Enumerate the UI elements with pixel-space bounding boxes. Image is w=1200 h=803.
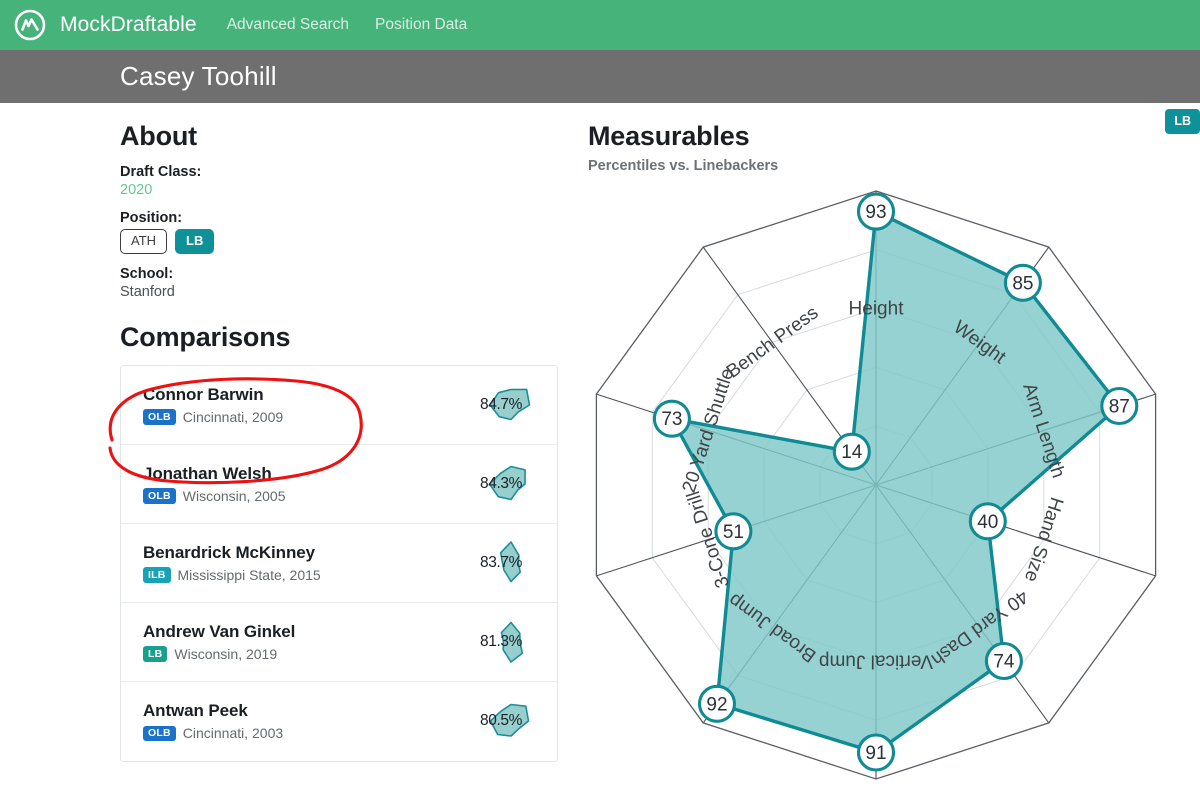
comparison-position-badge[interactable]: LB xyxy=(143,646,168,662)
nav-link-position-data[interactable]: Position Data xyxy=(375,16,468,33)
radar-value-label: 87 xyxy=(1109,397,1130,418)
school-label: School: xyxy=(120,265,174,282)
radar-value-marker[interactable] xyxy=(697,684,737,723)
comparison-mini-radar: 80.5% xyxy=(469,693,543,749)
comparison-mini-radar: 81.3% xyxy=(469,614,543,670)
comparison-info: Benardrick McKinney ILB Mississippi State,… xyxy=(143,543,321,583)
comparison-meta: LB Wisconsin, 2019 xyxy=(143,646,295,662)
position-pill-group: ATH LB xyxy=(120,229,580,254)
player-header: Casey Toohill LB xyxy=(0,50,1200,134)
page-title: Casey Toohill xyxy=(120,61,277,91)
radar-value-marker[interactable] xyxy=(832,432,871,471)
radar-value-label: 92 xyxy=(706,694,727,715)
measurables-subtitle: Percentiles vs. Linebackers xyxy=(588,158,779,174)
radar-value-marker[interactable] xyxy=(1100,386,1139,426)
comparison-similarity-percent: 84.7% xyxy=(480,395,522,413)
comparisons-list: Connor Barwin OLB Cincinnati, 2009 84.7% Jon… xyxy=(120,364,558,762)
comparisons-heading: Comparisons xyxy=(120,321,291,352)
comparison-position-badge[interactable]: OLB xyxy=(143,409,176,425)
comparison-player-name[interactable]: Andrew Van Ginkel xyxy=(143,621,296,641)
radar-axis-label: Bench Press xyxy=(723,302,823,382)
left-column: About Draft Class: 2020 Position: ATH LB… xyxy=(0,121,580,803)
radar-value-marker[interactable] xyxy=(652,399,691,438)
radar-value-label: 73 xyxy=(661,409,682,430)
list-item[interactable]: Connor Barwin OLB Cincinnati, 2009 84.7% xyxy=(121,366,557,445)
comparison-meta: ILB Mississippi State, 2015 xyxy=(143,567,321,583)
measurables-heading: Measurables xyxy=(588,121,750,151)
radar-value-marker[interactable] xyxy=(968,502,1007,541)
nav-link-advanced-search[interactable]: Advanced Search xyxy=(226,16,350,33)
comparison-mini-radar: 84.3% xyxy=(469,456,543,512)
comparison-player-name[interactable]: Antwan Peek xyxy=(143,701,248,721)
radar-value-marker[interactable] xyxy=(984,641,1023,681)
about-heading: About xyxy=(120,121,197,151)
position-label: Position: xyxy=(120,210,183,226)
list-item[interactable]: Jonathan Welsh OLB Wisconsin, 2005 84.3% xyxy=(121,445,557,524)
comparison-similarity-percent: 81.3% xyxy=(480,632,522,650)
radar-value-label: 91 xyxy=(865,743,886,764)
radar-value-marker[interactable] xyxy=(856,192,896,231)
comparison-position-badge[interactable]: ILB xyxy=(143,567,171,583)
comparison-mini-radar: 83.7% xyxy=(469,535,543,591)
comparison-info: Connor Barwin OLB Cincinnati, 2009 xyxy=(143,385,283,425)
comparison-info: Jonathan Welsh OLB Wisconsin, 2005 xyxy=(143,464,285,504)
comparison-similarity-percent: 80.5% xyxy=(480,712,522,730)
comparison-position-badge[interactable]: OLB xyxy=(143,725,176,742)
right-column: Measurables Percentiles vs. Linebackers … xyxy=(580,121,1200,803)
mockdraftable-logo-icon[interactable] xyxy=(14,9,46,41)
radar-value-marker[interactable] xyxy=(1003,263,1042,302)
list-item[interactable]: Andrew Van Ginkel LB Wisconsin, 2019 81.3% xyxy=(121,603,557,682)
comparison-position-badge[interactable]: OLB xyxy=(143,488,176,504)
radar-value-label: 14 xyxy=(841,442,863,463)
comparison-info: Antwan Peek OLB Cincinnati, 2003 xyxy=(143,701,283,741)
comparison-info: Andrew Van Ginkel LB Wisconsin, 2019 xyxy=(143,622,295,662)
main-content: About Draft Class: 2020 Position: ATH LB… xyxy=(0,103,1200,803)
brand-name[interactable]: MockDraftable xyxy=(60,13,197,36)
radar-value-marker[interactable] xyxy=(714,512,753,551)
comparison-meta: OLB Wisconsin, 2005 xyxy=(143,488,285,504)
comparison-similarity-percent: 84.3% xyxy=(480,474,522,492)
radar-axis-label: Hand Size xyxy=(1020,494,1067,584)
radar-value-label: 74 xyxy=(993,652,1015,673)
comparison-school-year: Cincinnati, 2003 xyxy=(182,725,284,742)
comparison-mini-radar: 84.7% xyxy=(469,377,543,433)
comparison-school-year: Wisconsin, 2019 xyxy=(174,645,278,662)
comparison-player-name[interactable]: Benardrick McKinney xyxy=(143,542,315,562)
radar-value-label: 51 xyxy=(723,522,744,543)
radar-value-label: 40 xyxy=(977,512,998,533)
comparison-similarity-percent: 83.7% xyxy=(480,553,522,571)
radar-value-label: 85 xyxy=(1012,273,1033,294)
comparison-player-name[interactable]: Jonathan Welsh xyxy=(143,463,272,483)
comparison-meta: OLB Cincinnati, 2009 xyxy=(143,409,283,425)
radar-axis-label: Vertical Jump xyxy=(819,651,933,672)
draft-class-label: Draft Class: xyxy=(120,164,202,180)
school-value: Stanford xyxy=(120,283,175,300)
comparison-meta: OLB Cincinnati, 2003 xyxy=(143,725,283,741)
header-position-badge[interactable]: LB xyxy=(1165,109,1200,134)
radar-value-label: 93 xyxy=(865,202,886,223)
radar-chart[interactable]: Height Weight Arm Length Hand Size 40 Yard D… xyxy=(574,178,1200,803)
radar-value-marker[interactable] xyxy=(856,733,896,772)
comparison-school-year: Cincinnati, 2009 xyxy=(182,408,284,425)
position-pill-lb[interactable]: LB xyxy=(175,229,215,254)
comparison-school-year: Mississippi State, 2015 xyxy=(177,566,321,583)
draft-class-value[interactable]: 2020 xyxy=(120,182,153,198)
list-item[interactable]: Benardrick McKinney ILB Mississippi State,… xyxy=(121,524,557,603)
radar-axis-label: Height xyxy=(849,299,905,320)
position-pill-ath[interactable]: ATH xyxy=(120,229,168,254)
top-navbar: MockDraftable Advanced Search Position D… xyxy=(0,0,1200,50)
comparison-player-name[interactable]: Connor Barwin xyxy=(143,384,264,404)
comparison-school-year: Wisconsin, 2005 xyxy=(182,487,286,504)
list-item[interactable]: Antwan Peek OLB Cincinnati, 2003 80.5% xyxy=(121,682,557,761)
